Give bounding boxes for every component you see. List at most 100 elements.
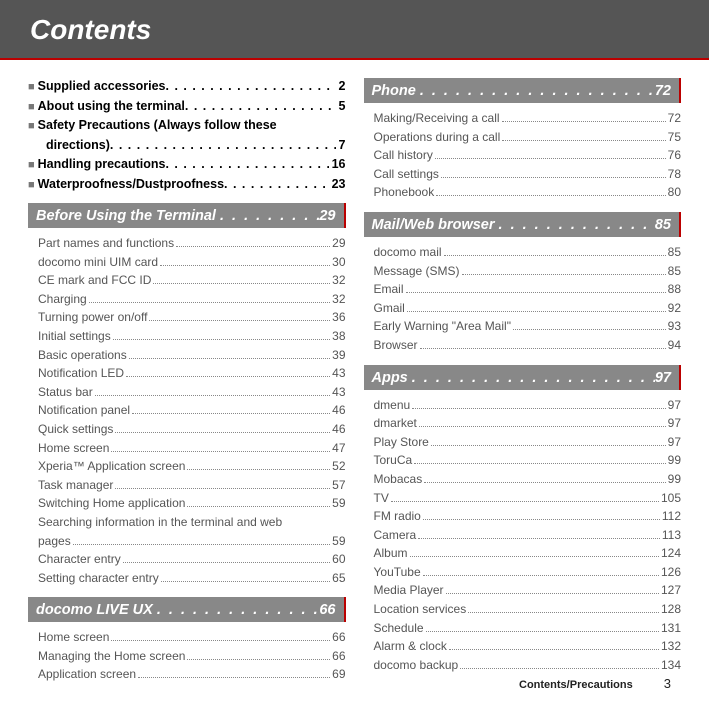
- toc-item: Play Store97: [364, 433, 682, 452]
- toc-title: Switching Home application: [38, 494, 185, 513]
- toc-item: CE mark and FCC ID32: [28, 271, 346, 290]
- header-bar: Contents: [0, 0, 709, 60]
- toc-item: Call settings78: [364, 165, 682, 184]
- leader-dots: [406, 292, 666, 293]
- toc-item: Mobacas 99: [364, 470, 682, 489]
- toc-page: 57: [332, 476, 345, 495]
- toc-item: Home screen66: [28, 628, 346, 647]
- toc-page: 72: [668, 109, 681, 128]
- toc-item: Gmail92: [364, 299, 682, 318]
- leader-dots: . . . . . . . . . . . . . . . . . . . . …: [416, 83, 655, 99]
- leader-dots: [111, 640, 330, 641]
- toc-item: Album124: [364, 544, 682, 563]
- intro-item: ■Waterproofness/Dustproofness. . . . . .…: [28, 176, 346, 194]
- toc-page: 76: [668, 146, 681, 165]
- leader-dots: [468, 612, 659, 613]
- leader-dots: [502, 121, 666, 122]
- section-page: 29: [319, 208, 335, 224]
- section-header: Phone . . . . . . . . . . . . . . . . . …: [364, 78, 682, 103]
- leader-dots: [419, 426, 666, 427]
- toc-title: Location services: [374, 600, 467, 619]
- toc-title: Basic operations: [38, 346, 127, 365]
- section-page: 85: [655, 217, 671, 233]
- toc-item: Email88: [364, 280, 682, 299]
- leader-dots: [424, 482, 665, 483]
- toc-item: Media Player127: [364, 581, 682, 600]
- toc-item: Making/Receiving a call72: [364, 109, 682, 128]
- leader-dots: [95, 395, 330, 396]
- toc-item: Application screen69: [28, 665, 346, 684]
- toc-item: Xperia™ Application screen52: [28, 457, 346, 476]
- leader-dots: [410, 556, 659, 557]
- toc-item: Initial settings38: [28, 327, 346, 346]
- intro-title: Handling precautions: [38, 156, 166, 174]
- leader-dots: [123, 562, 330, 563]
- toc-page: 80: [668, 183, 681, 202]
- toc-title: Operations during a call: [374, 128, 501, 147]
- leader-dots: . . . . . . . . . . . . . . . . . . . . …: [224, 176, 329, 194]
- toc-page: 128: [661, 600, 681, 619]
- toc-item: Operations during a call75: [364, 128, 682, 147]
- toc-item: FM radio112: [364, 507, 682, 526]
- section-header: Before Using the Terminal . . . . . . . …: [28, 203, 346, 228]
- toc-title: pages: [38, 532, 71, 551]
- toc-page: 124: [661, 544, 681, 563]
- toc-title: Mobacas: [374, 470, 423, 489]
- section-title: docomo LIVE UX: [36, 602, 153, 618]
- toc-page: 36: [332, 308, 345, 327]
- leader-dots: [149, 320, 330, 321]
- toc-page: 99: [668, 451, 681, 470]
- intro-page: 5: [339, 98, 346, 116]
- section-header: Apps . . . . . . . . . . . . . . . . . .…: [364, 365, 682, 390]
- leader-dots: [161, 581, 330, 582]
- toc-page: 127: [661, 581, 681, 600]
- leader-dots: . . . . . . . . . . . . . . . . . . . . …: [166, 78, 336, 96]
- intro-item: ■Supplied accessories. . . . . . . . . .…: [28, 78, 346, 96]
- toc-item: Setting character entry65: [28, 569, 346, 588]
- section-page: 97: [655, 370, 671, 386]
- toc-item: Status bar43: [28, 383, 346, 402]
- intro-title: Waterproofness/Dustproofness: [38, 176, 224, 194]
- toc-item: docomo mini UIM card30: [28, 253, 346, 272]
- leader-dots: [462, 274, 666, 275]
- leader-dots: [414, 463, 665, 464]
- footer-page: 3: [664, 676, 671, 691]
- toc-item: Call history76: [364, 146, 682, 165]
- footer-text: Contents/Precautions: [519, 679, 633, 691]
- toc-page: 32: [332, 271, 345, 290]
- leader-dots: [446, 593, 659, 594]
- toc-page: 99: [668, 470, 681, 489]
- left-column: ■Supplied accessories. . . . . . . . . .…: [28, 78, 346, 684]
- leader-dots: [187, 506, 330, 507]
- toc-title: Turning power on/off: [38, 308, 147, 327]
- section-title: Mail/Web browser: [372, 217, 495, 233]
- square-bullet-icon: ■: [28, 158, 35, 173]
- toc-title: Play Store: [374, 433, 429, 452]
- toc-title: Early Warning "Area Mail": [374, 317, 511, 336]
- toc-title: Message (SMS): [374, 262, 460, 281]
- toc-title: Searching information in the terminal an…: [38, 513, 282, 532]
- toc-item: Managing the Home screen66: [28, 647, 346, 666]
- content-columns: ■Supplied accessories. . . . . . . . . .…: [0, 60, 709, 684]
- leader-dots: [423, 575, 659, 576]
- toc-page: 97: [668, 396, 681, 415]
- intro-page: 23: [332, 176, 346, 194]
- square-bullet-icon: ■: [28, 178, 35, 193]
- intro-page: 2: [339, 78, 346, 96]
- toc-item: Charging32: [28, 290, 346, 309]
- leader-dots: [412, 408, 665, 409]
- toc-item: Location services 128: [364, 600, 682, 619]
- leader-dots: [187, 659, 330, 660]
- toc-page: 65: [332, 569, 345, 588]
- leader-dots: [111, 451, 330, 452]
- toc-item: Notification panel46: [28, 401, 346, 420]
- intro-item: ■Safety Precautions (Always follow these: [28, 117, 346, 135]
- leader-dots: . . . . . . . . . . . . . . . . . . . . …: [495, 217, 655, 233]
- intro-item: ■Handling precautions. . . . . . . . . .…: [28, 156, 346, 174]
- leader-dots: [132, 413, 330, 414]
- toc-item: dmenu97: [364, 396, 682, 415]
- toc-item: dmarket97: [364, 414, 682, 433]
- toc-item: Schedule131: [364, 619, 682, 638]
- leader-dots: [436, 195, 665, 196]
- toc-title: Browser: [374, 336, 418, 355]
